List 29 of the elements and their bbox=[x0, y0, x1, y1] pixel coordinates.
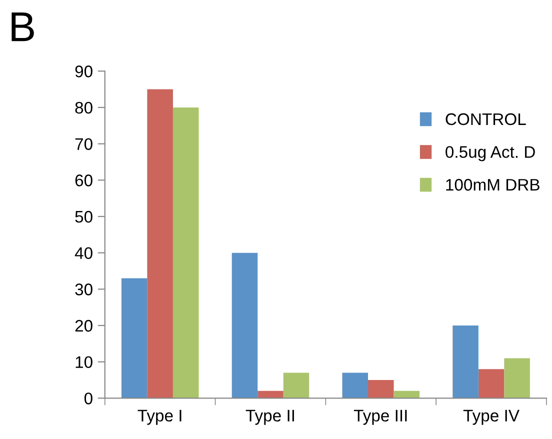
bar bbox=[504, 358, 530, 398]
y-tick-label: 70 bbox=[75, 138, 92, 150]
y-tick-label: 0 bbox=[84, 392, 92, 404]
y-tick-label: 60 bbox=[75, 174, 92, 186]
bar bbox=[452, 325, 478, 398]
x-tick-label: Type IV bbox=[463, 410, 520, 425]
bar bbox=[368, 380, 394, 398]
bar bbox=[478, 369, 504, 398]
bar bbox=[342, 372, 368, 398]
y-tick-label: 90 bbox=[75, 66, 92, 78]
bar bbox=[283, 372, 310, 398]
y-tick-label: 20 bbox=[75, 320, 92, 332]
x-tick-label: Type I bbox=[138, 410, 182, 425]
y-tick-label: 50 bbox=[75, 210, 92, 223]
x-tick-label: Type II bbox=[246, 410, 294, 425]
legend-label: CONTROL bbox=[446, 113, 526, 126]
y-tick-label: 40 bbox=[74, 247, 92, 260]
text: B bbox=[12, 12, 34, 42]
bar bbox=[147, 89, 173, 398]
y-tick-label: 80 bbox=[75, 102, 92, 114]
bar bbox=[258, 390, 284, 398]
bar bbox=[232, 252, 258, 398]
legend-label: 0.5ug Act. D bbox=[446, 146, 535, 162]
y-tick-label: 10 bbox=[76, 356, 92, 368]
x-tick-label: Type III bbox=[354, 410, 407, 425]
y-tick-label: 30 bbox=[75, 284, 92, 296]
bar bbox=[121, 278, 148, 398]
legend-label: 100mM DRB bbox=[446, 178, 540, 191]
bar bbox=[172, 107, 199, 398]
